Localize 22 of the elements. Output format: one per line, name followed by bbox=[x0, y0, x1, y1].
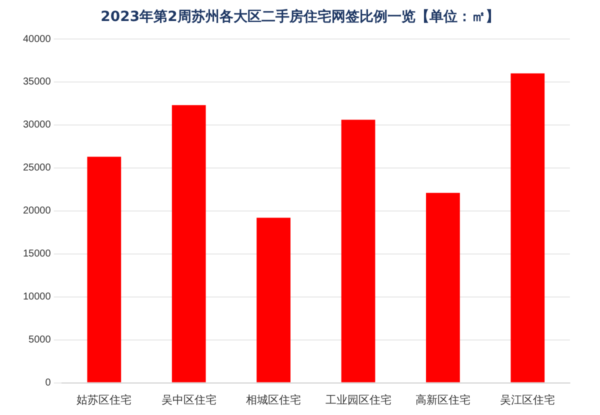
chart-title: 2023年第2周苏州各大区二手房住宅网签比例一览【单位：㎡】 bbox=[100, 8, 500, 26]
y-tick-label: 10000 bbox=[22, 292, 52, 303]
x-tick-label: 相城区住宅 bbox=[246, 393, 302, 406]
y-tick-label: 15000 bbox=[22, 248, 52, 260]
bar bbox=[172, 105, 206, 382]
bar bbox=[256, 218, 290, 382]
y-tick-label: 25000 bbox=[22, 162, 52, 174]
bar bbox=[426, 192, 460, 382]
bar bbox=[341, 120, 376, 382]
y-tick-label: 35000 bbox=[22, 76, 52, 88]
y-tick-label: 0 bbox=[45, 378, 52, 389]
x-tick-label: 工业园区住宅 bbox=[325, 393, 392, 406]
bar bbox=[87, 156, 122, 382]
y-tick-label: 30000 bbox=[22, 120, 52, 131]
y-tick-label: 40000 bbox=[22, 34, 52, 45]
x-tick-label: 吴江区住宅 bbox=[500, 393, 556, 406]
x-tick-label: 姑苏区住宅 bbox=[76, 393, 132, 406]
y-tick-label: 5000 bbox=[28, 334, 52, 346]
x-tick-label: 高新区住宅 bbox=[415, 393, 470, 406]
x-tick-label: 吴中区住宅 bbox=[161, 393, 216, 406]
y-tick-label: 20000 bbox=[22, 206, 52, 217]
bar bbox=[510, 73, 545, 382]
